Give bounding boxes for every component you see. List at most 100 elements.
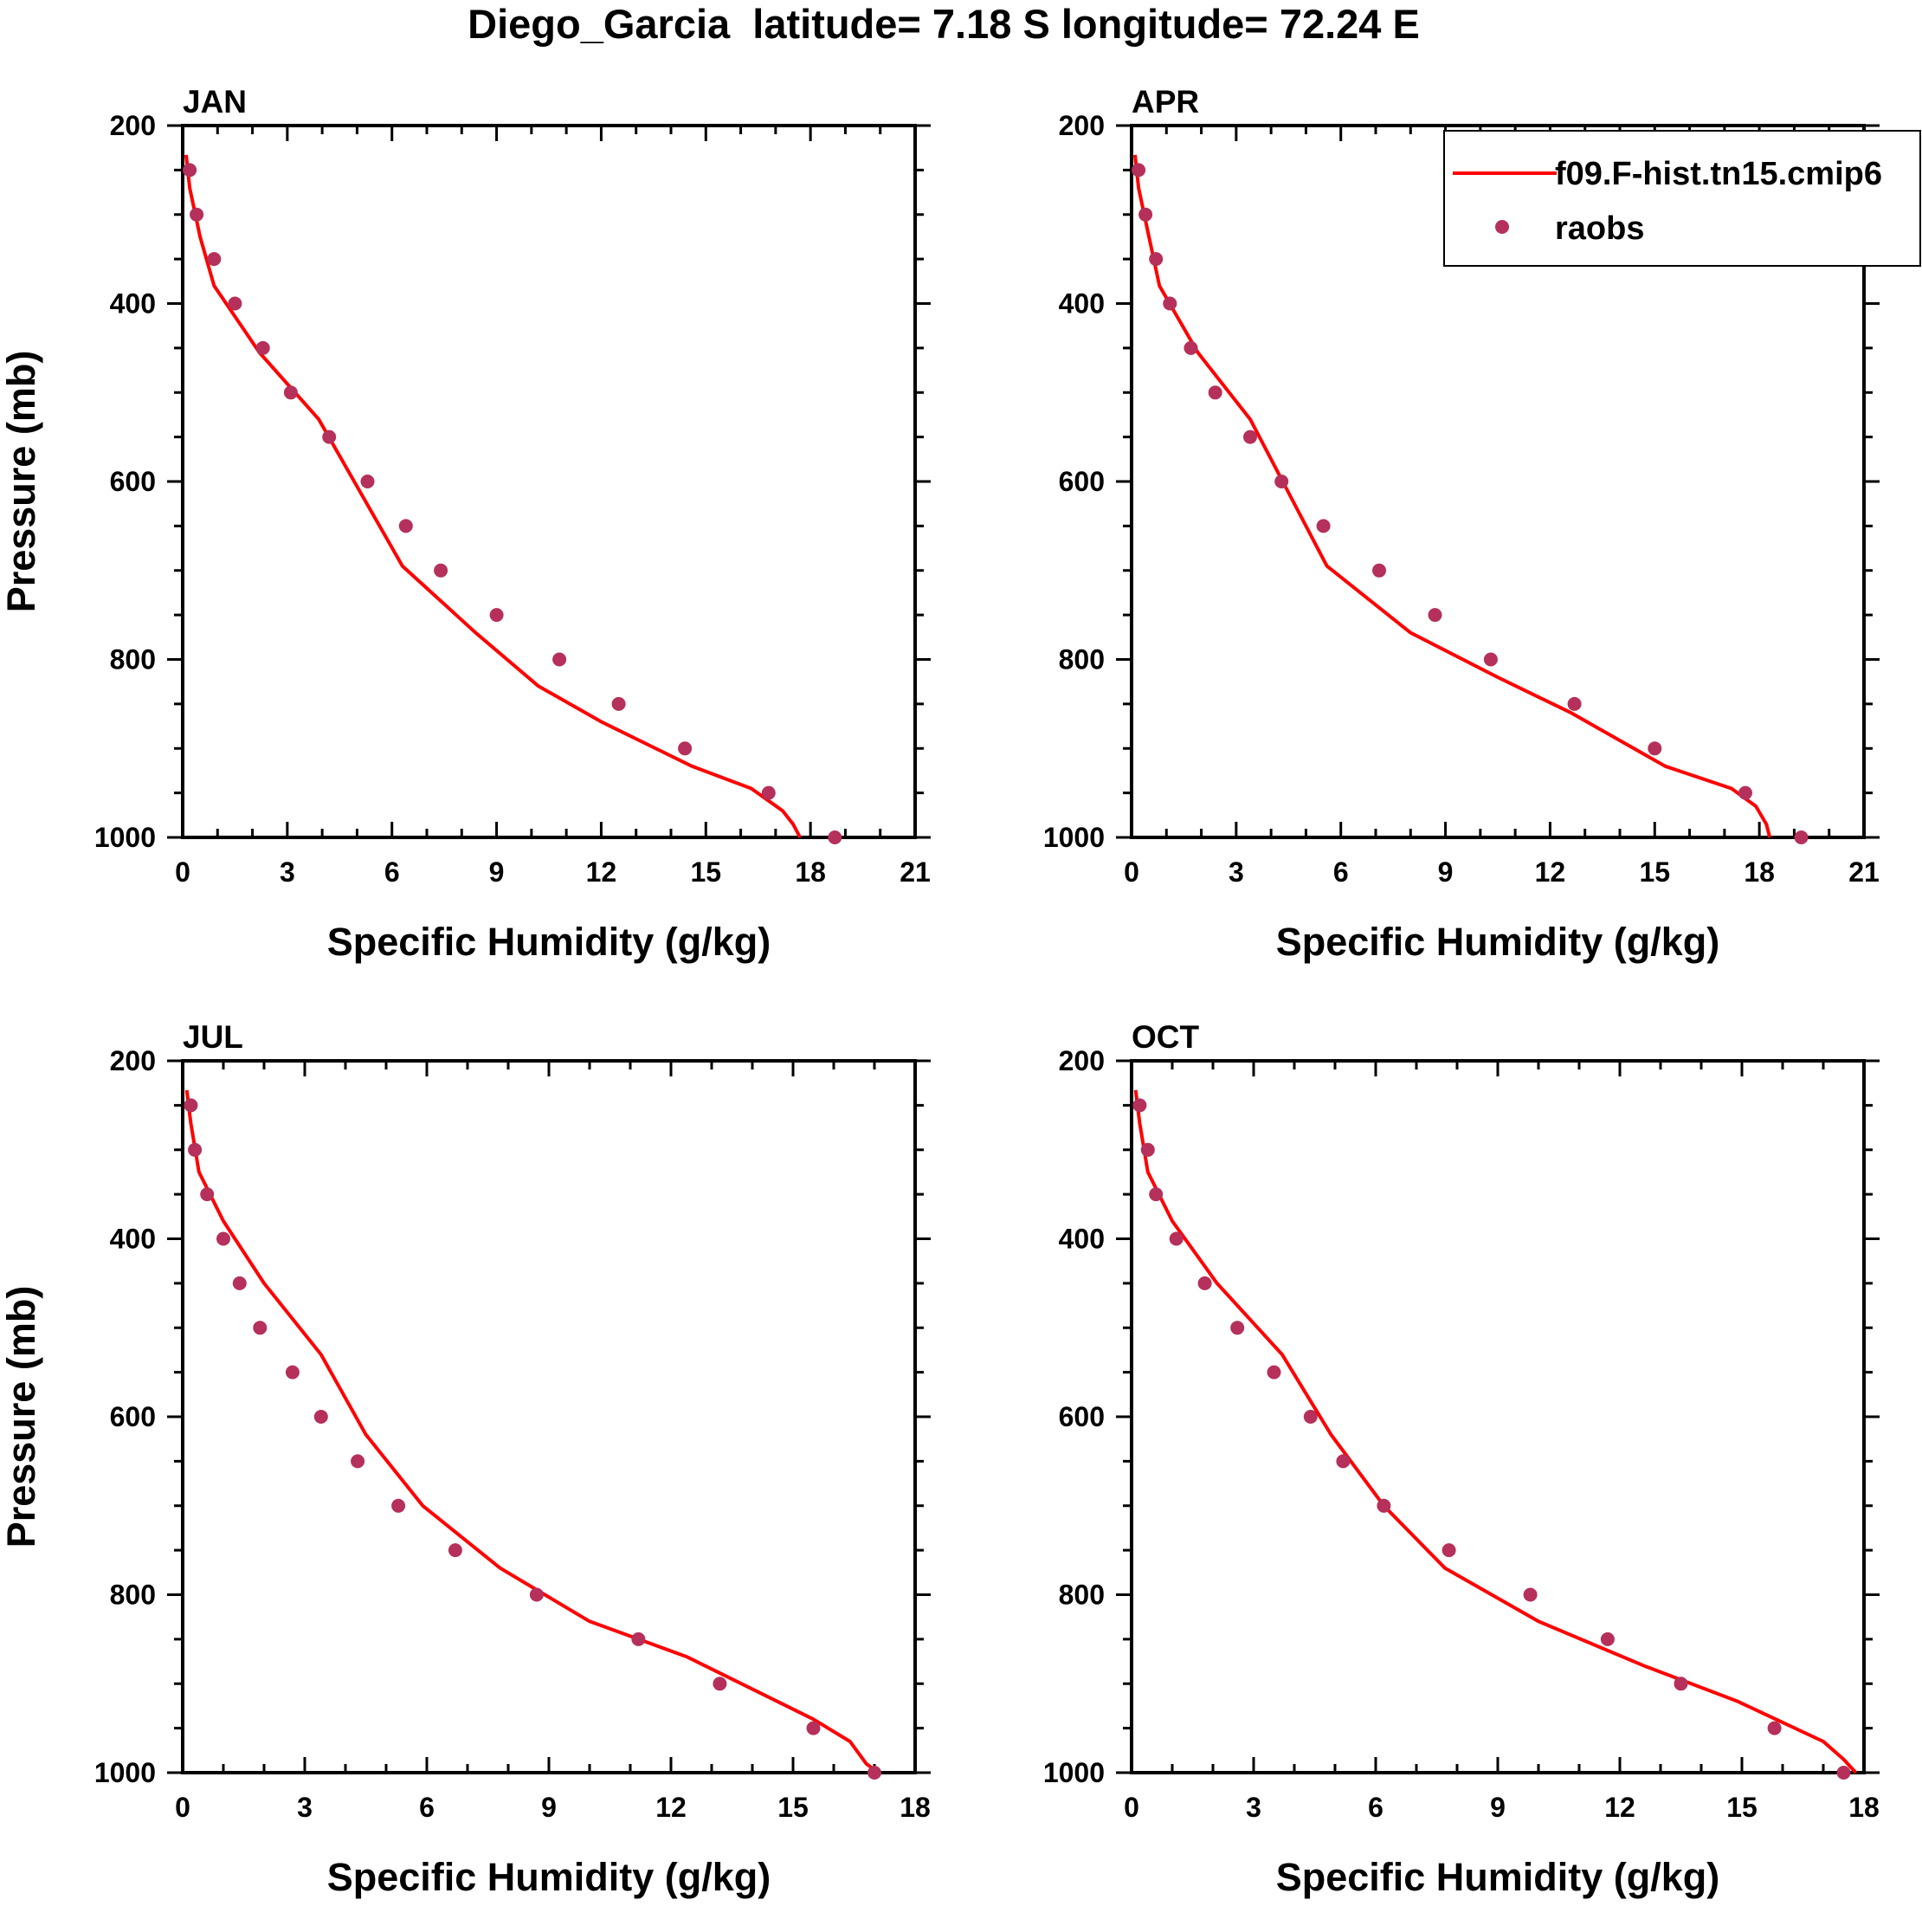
plot-frame bbox=[181, 1059, 917, 1774]
raobs-point bbox=[867, 1766, 881, 1780]
x-tick-label: 6 bbox=[1333, 856, 1349, 888]
raobs-point bbox=[232, 1276, 247, 1290]
plot-frame bbox=[1130, 1059, 1866, 1774]
raobs-point bbox=[678, 741, 693, 756]
raobs-point bbox=[1316, 519, 1331, 533]
x-tick-label: 9 bbox=[1490, 1792, 1506, 1823]
raobs-point bbox=[351, 1454, 365, 1469]
x-tick-label: 21 bbox=[900, 856, 931, 888]
y-tick-label: 200 bbox=[110, 110, 156, 141]
y-axis-label: Pressure (mb) bbox=[0, 351, 43, 613]
raobs-point bbox=[1274, 475, 1289, 488]
legend-marker-swatch bbox=[1495, 220, 1509, 234]
raobs-point bbox=[322, 430, 337, 444]
raobs-point bbox=[253, 1321, 268, 1335]
raobs-point bbox=[434, 563, 448, 578]
x-tick-label: 0 bbox=[175, 1792, 190, 1823]
x-tick-label: 6 bbox=[419, 1792, 435, 1823]
raobs-point bbox=[1767, 1721, 1782, 1735]
raobs-point bbox=[1149, 252, 1164, 267]
plot-frame bbox=[181, 124, 917, 839]
raobs-point bbox=[1230, 1321, 1245, 1335]
x-tick-label: 9 bbox=[541, 1792, 557, 1823]
raobs-point bbox=[1372, 563, 1386, 578]
x-tick-label: 0 bbox=[175, 856, 190, 888]
panel-title: JAN bbox=[183, 84, 247, 120]
x-axis-label: Specific Humidity (g/kg) bbox=[1276, 920, 1720, 964]
x-axis-label: Specific Humidity (g/kg) bbox=[327, 920, 771, 964]
x-tick-label: 6 bbox=[384, 856, 400, 888]
raobs-point bbox=[1523, 1587, 1538, 1602]
x-axis-label: Specific Humidity (g/kg) bbox=[327, 1855, 771, 1899]
raobs-point bbox=[1567, 696, 1582, 711]
panel-oct: 0 3 6 9 12 15 18 200 400 600 800 1000 OCT Specific Hu… bbox=[1043, 1019, 1880, 1899]
raobs-point bbox=[1303, 1410, 1318, 1424]
y-tick-label: 600 bbox=[1059, 1401, 1105, 1432]
raobs-point bbox=[1208, 385, 1222, 400]
raobs-point bbox=[1794, 830, 1809, 844]
y-tick-label: 800 bbox=[110, 644, 156, 675]
raobs-point bbox=[489, 608, 504, 623]
x-tick-label: 18 bbox=[900, 1792, 931, 1823]
y-tick-label: 600 bbox=[1059, 466, 1105, 497]
raobs-point bbox=[285, 1365, 300, 1380]
x-tick-label: 3 bbox=[1246, 1792, 1261, 1823]
raobs-point bbox=[611, 696, 626, 711]
raobs-point bbox=[1132, 1098, 1147, 1113]
model-profile-line bbox=[184, 1089, 880, 1774]
raobs-point bbox=[1197, 1276, 1212, 1290]
panel-jan: 0 3 6 9 12 15 18 21 200 400 600 800 1000 JAN Specific … bbox=[0, 84, 931, 964]
y-tick-label: 400 bbox=[1059, 288, 1105, 320]
x-tick-label: 15 bbox=[1639, 856, 1670, 888]
panel-jul: 0 3 6 9 12 15 18 200 400 600 800 1000 JUL Specific Hu… bbox=[0, 1019, 931, 1899]
raobs-point bbox=[184, 1098, 198, 1113]
raobs-point bbox=[1140, 1142, 1155, 1157]
raobs-point bbox=[552, 652, 567, 667]
x-tick-label: 18 bbox=[1848, 1792, 1880, 1823]
raobs-point bbox=[360, 475, 375, 488]
y-tick-label: 400 bbox=[110, 1224, 156, 1255]
y-tick-label: 800 bbox=[1059, 644, 1105, 675]
x-tick-label: 18 bbox=[795, 856, 826, 888]
x-tick-label: 0 bbox=[1124, 1792, 1139, 1823]
raobs-point bbox=[1163, 296, 1177, 311]
raobs-point bbox=[1138, 207, 1153, 222]
raobs-point bbox=[207, 252, 222, 267]
x-tick-label: 18 bbox=[1744, 856, 1775, 888]
raobs-point bbox=[1336, 1454, 1351, 1469]
legend: f09.F-hist.tn15.cmip6 raobs bbox=[1443, 130, 1921, 267]
raobs-point bbox=[1738, 785, 1752, 800]
x-tick-label: 15 bbox=[777, 1792, 809, 1823]
raobs-point bbox=[713, 1677, 727, 1691]
raobs-point bbox=[1377, 1498, 1391, 1513]
model-profile-line bbox=[184, 154, 802, 838]
raobs-point bbox=[1428, 608, 1442, 623]
raobs-point bbox=[828, 830, 842, 844]
y-tick-label: 200 bbox=[1059, 1045, 1105, 1076]
y-tick-label: 1000 bbox=[94, 822, 156, 853]
raobs-point bbox=[228, 296, 242, 311]
y-tick-label: 400 bbox=[1059, 1224, 1105, 1255]
raobs-point bbox=[313, 1410, 328, 1424]
raobs-point bbox=[391, 1498, 406, 1513]
legend-label-raobs: raobs bbox=[1555, 210, 1644, 247]
y-axis-label: Pressure (mb) bbox=[0, 1286, 43, 1548]
raobs-point bbox=[1836, 1766, 1851, 1780]
raobs-point bbox=[1169, 1231, 1184, 1246]
raobs-point bbox=[398, 519, 413, 533]
y-tick-label: 600 bbox=[110, 1401, 156, 1432]
x-tick-label: 9 bbox=[489, 856, 505, 888]
raobs-point bbox=[1132, 163, 1146, 178]
x-tick-label: 3 bbox=[1229, 856, 1244, 888]
panels: 0 3 6 9 12 15 18 212004006008001000JANSpecific … bbox=[0, 84, 1880, 1899]
x-tick-label: 12 bbox=[586, 856, 617, 888]
y-tick-label: 1000 bbox=[1043, 822, 1105, 853]
y-tick-label: 200 bbox=[1059, 110, 1105, 141]
x-tick-label: 15 bbox=[690, 856, 721, 888]
raobs-point bbox=[1483, 652, 1498, 667]
raobs-point bbox=[188, 1142, 203, 1157]
raobs-point bbox=[1648, 741, 1662, 756]
raobs-point bbox=[761, 785, 776, 800]
x-tick-label: 21 bbox=[1848, 856, 1880, 888]
